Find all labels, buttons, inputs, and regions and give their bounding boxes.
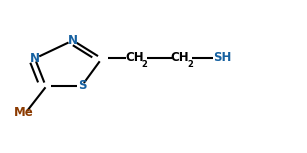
- Text: N: N: [68, 34, 78, 47]
- Text: CH: CH: [125, 51, 144, 64]
- Text: Me: Me: [14, 106, 34, 119]
- Text: CH: CH: [171, 51, 189, 64]
- Text: 2: 2: [142, 60, 147, 69]
- Text: SH: SH: [213, 51, 231, 64]
- Text: S: S: [78, 79, 86, 92]
- Text: N: N: [30, 52, 40, 65]
- Text: 2: 2: [187, 60, 193, 69]
